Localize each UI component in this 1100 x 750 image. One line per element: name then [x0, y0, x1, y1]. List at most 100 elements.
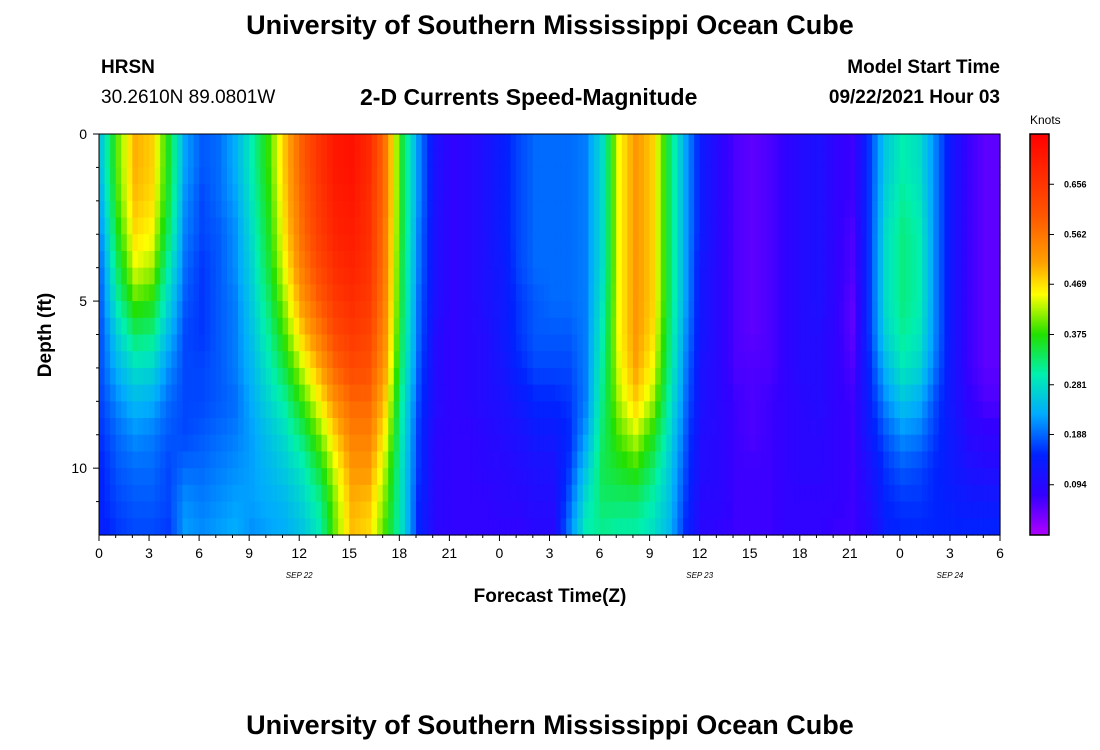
heatmap-cell	[182, 367, 189, 386]
heatmap-cell	[137, 351, 145, 369]
heatmap-cell	[860, 134, 868, 152]
heatmap-cell	[527, 334, 534, 352]
heatmap-cell	[660, 334, 667, 352]
heatmap-cell	[126, 334, 133, 352]
heatmap-cell	[899, 301, 907, 319]
heatmap-cell	[755, 200, 762, 219]
heatmap-cell	[143, 351, 150, 369]
heatmap-cell	[199, 518, 206, 536]
heatmap-cell	[621, 267, 628, 285]
heatmap-cell	[382, 267, 389, 285]
heatmap-cell	[744, 367, 751, 386]
heatmap-cell	[810, 401, 818, 419]
heatmap-cell	[149, 501, 156, 519]
heatmap-cell	[115, 451, 122, 469]
heatmap-cell	[577, 384, 584, 402]
heatmap-cell	[894, 518, 901, 536]
heatmap-cell	[427, 267, 434, 285]
heatmap-cell	[477, 284, 484, 302]
heatmap-cell	[154, 434, 161, 453]
heatmap-cell	[688, 250, 695, 269]
heatmap-cell	[193, 451, 200, 469]
heatmap-cell	[393, 518, 400, 536]
heatmap-cell	[827, 284, 834, 302]
heatmap-cell	[276, 518, 284, 536]
heatmap-cell	[271, 384, 278, 402]
heatmap-cell	[883, 367, 890, 386]
heatmap-cell	[671, 217, 679, 235]
heatmap-cell	[482, 401, 489, 419]
heatmap-cell	[438, 418, 445, 436]
heatmap-cell	[288, 217, 295, 235]
heatmap-cell	[577, 134, 584, 152]
heatmap-cell	[404, 484, 412, 503]
heatmap-cell	[210, 384, 217, 402]
heatmap-cell	[593, 267, 601, 285]
heatmap-cell	[182, 217, 189, 235]
heatmap-cell	[505, 150, 512, 169]
heatmap-cell	[293, 250, 300, 269]
heatmap-cell	[154, 468, 161, 486]
heatmap-cell	[510, 367, 517, 386]
heatmap-cell	[265, 234, 273, 252]
heatmap-cell	[132, 351, 139, 369]
heatmap-cell	[922, 301, 929, 319]
heatmap-cell	[766, 334, 773, 352]
heatmap-cell	[682, 451, 690, 469]
heatmap-cell	[488, 267, 495, 285]
heatmap-cell	[104, 401, 111, 419]
heatmap-cell	[204, 234, 211, 252]
heatmap-cell	[577, 184, 584, 202]
heatmap-cell	[338, 267, 345, 285]
heatmap-cell	[694, 468, 701, 486]
heatmap-cell	[299, 367, 306, 386]
heatmap-cell	[838, 384, 845, 402]
heatmap-cell	[421, 434, 428, 453]
heatmap-cell	[260, 317, 267, 336]
heatmap-cell	[293, 351, 300, 369]
x-tick-label: 6	[996, 545, 1004, 561]
heatmap-cell	[994, 267, 1001, 285]
heatmap-cell	[938, 267, 945, 285]
heatmap-cell	[777, 384, 784, 402]
heatmap-cell	[510, 250, 517, 269]
heatmap-cell	[961, 317, 968, 336]
heatmap-cell	[822, 150, 829, 169]
heatmap-cell	[916, 401, 923, 419]
heatmap-cell	[288, 200, 295, 219]
heatmap-cell	[638, 434, 645, 453]
heatmap-cell	[538, 267, 545, 285]
heatmap-cell	[849, 418, 856, 436]
heatmap-cell	[777, 418, 784, 436]
heatmap-cell	[176, 234, 184, 252]
heatmap-cell	[816, 334, 823, 352]
heatmap-cell	[966, 217, 973, 235]
heatmap-cell	[905, 150, 912, 169]
heatmap-cell	[805, 267, 812, 285]
heatmap-cell	[221, 367, 228, 386]
heatmap-cell	[527, 217, 534, 235]
heatmap-cell	[755, 351, 762, 369]
heatmap-cell	[393, 150, 400, 169]
heatmap-cell	[187, 434, 195, 453]
heatmap-cell	[671, 250, 679, 269]
heatmap-cell	[627, 134, 634, 152]
heatmap-cell	[721, 434, 729, 453]
heatmap-cell	[210, 301, 217, 319]
heatmap-cell	[104, 434, 111, 453]
heatmap-cell	[666, 200, 673, 219]
heatmap-cell	[232, 150, 239, 169]
heatmap-cell	[822, 284, 829, 302]
station-coordinates: 30.2610N 89.0801W	[101, 87, 276, 108]
heatmap-cell	[349, 134, 356, 152]
heatmap-cell	[232, 184, 239, 202]
heatmap-cell	[527, 317, 534, 336]
heatmap-cell	[126, 384, 133, 402]
heatmap-cell	[771, 451, 779, 469]
x-axis-label: Forecast Time(Z)	[473, 586, 627, 607]
heatmap-cell	[838, 468, 845, 486]
heatmap-cell	[443, 234, 450, 252]
heatmap-cell	[916, 384, 923, 402]
heatmap-cell	[849, 317, 856, 336]
heatmap-cell	[699, 518, 706, 536]
